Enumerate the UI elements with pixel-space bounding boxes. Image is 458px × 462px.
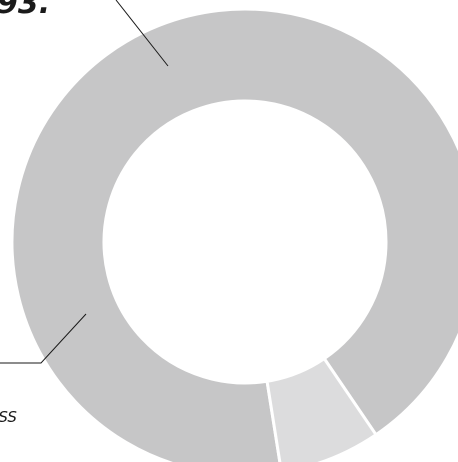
donut-slices xyxy=(10,7,458,462)
donut-slice-major xyxy=(10,7,458,462)
data-label-minor-slice: ISS xyxy=(0,408,17,426)
leader-line-major-slice xyxy=(115,0,169,67)
donut-slice-minor xyxy=(265,356,379,462)
data-label-major-slice: 93. xyxy=(0,0,50,21)
leader-lines xyxy=(0,0,169,364)
leader-line-minor-slice xyxy=(0,313,87,364)
